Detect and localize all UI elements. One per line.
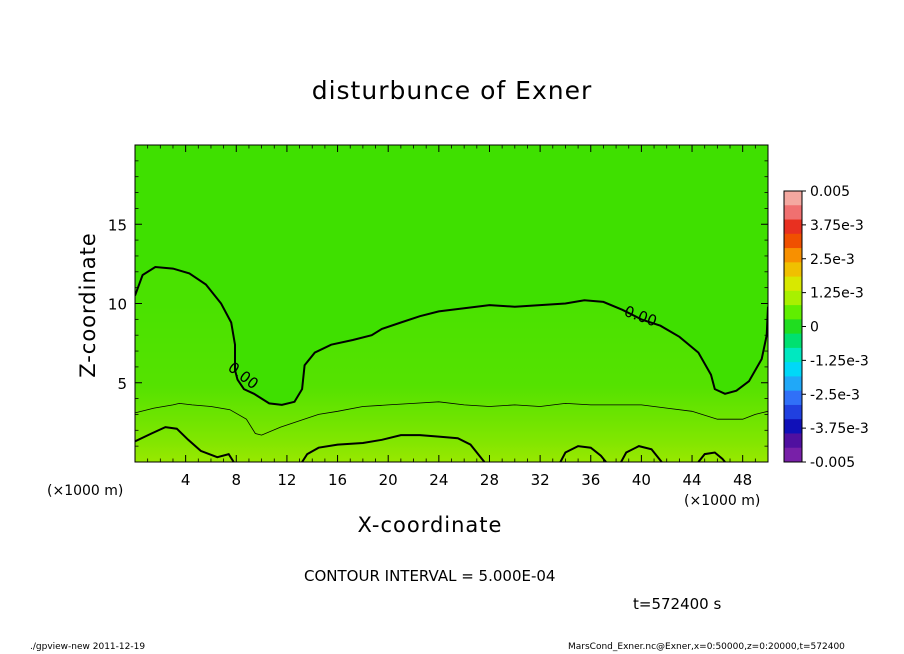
x-tick-label: 20 [379,471,398,489]
colorbar-swatch [784,362,802,377]
colorbar-swatch [784,262,802,278]
contour-line-lower [135,426,235,462]
y-axis-label: Z-coordinate [76,232,100,378]
x-tick-label: 48 [733,471,752,489]
colorbar-swatch [784,219,802,235]
colorbar-swatch [784,404,802,420]
x-axis: 4 8 12 16 20 24 28 32 36 40 44 48 [147,145,756,489]
x-tick-label: 12 [277,471,296,489]
footer-right: MarsCond_Exner.nc@Exner,x=0:50000,z=0:20… [568,642,845,652]
contour-fills [135,145,768,405]
colorbar-swatch [784,419,802,434]
contour-line-lower [301,434,486,462]
x-tick-label: 44 [682,471,701,489]
x-tick-label: 16 [328,471,347,489]
colorbar-swatch [784,319,802,335]
colorbar-tick-label: 1.25e-3 [810,286,864,302]
colorbar-tick-label: 0 [810,320,819,336]
time-label: t=572400 s [633,595,722,613]
chart-title: disturbunce of Exner [311,76,593,105]
colorbar-swatch [784,248,802,263]
x-tick-label: 40 [632,471,651,489]
contour-line-lower [697,451,726,462]
contour-line-lower [559,445,607,462]
colorbar-swatch [784,347,802,363]
colorbar-tick-label: -3.75e-3 [810,421,869,437]
colorbar-tick-label: 0.005 [810,184,850,200]
contour-lines [135,265,768,462]
y-tick-label: 10 [108,296,127,314]
contour-fill-zero [135,145,768,405]
colorbar-swatch [784,276,802,292]
y-tick-label: 15 [108,216,127,234]
colorbar-tick-label: -1.25e-3 [810,353,869,369]
x-tick-label: 32 [531,471,550,489]
contour-line-zero [135,265,768,406]
contour-interval-label: CONTOUR INTERVAL = 5.000E-04 [304,567,556,585]
colorbar-swatch [784,333,802,349]
x-tick-label: 28 [480,471,499,489]
x-unit-label-left: (×1000 m) [47,483,124,499]
x-tick-label: 8 [232,471,242,489]
x-unit-label-right: (×1000 m) [684,493,761,509]
colorbar-swatch [784,376,802,392]
y-axis: 5 10 15 [108,160,768,447]
colorbar-swatch [784,290,802,306]
colorbar: 0.005 3.75e-3 2.5e-3 1.25e-3 0 -1.25e-3 -2.5e-… [783,184,869,471]
x-tick-label: 36 [581,471,600,489]
x-tick-label: 4 [181,471,191,489]
colorbar-swatch [784,433,802,449]
plot-area [135,145,768,462]
colorbar-tick-label: 2.5e-3 [810,252,855,268]
colorbar-swatch [784,447,802,463]
contour-line-lower [620,445,663,462]
colorbar-swatch [784,233,802,249]
x-axis-label: X-coordinate [357,513,503,537]
colorbar-swatch [784,205,802,221]
colorbar-swatch [784,305,802,320]
y-tick-label: 5 [117,375,127,393]
contour-line-thin [135,401,768,436]
colorbar-tick-label: -0.005 [810,455,855,471]
colorbar-swatch [784,390,802,406]
x-tick-label: 24 [429,471,448,489]
footer-left: ./gpview-new 2011-12-19 [30,642,146,652]
colorbar-tick-label: 3.75e-3 [810,218,864,234]
colorbar-swatch [784,191,802,206]
colorbar-tick-label: -2.5e-3 [810,387,860,403]
